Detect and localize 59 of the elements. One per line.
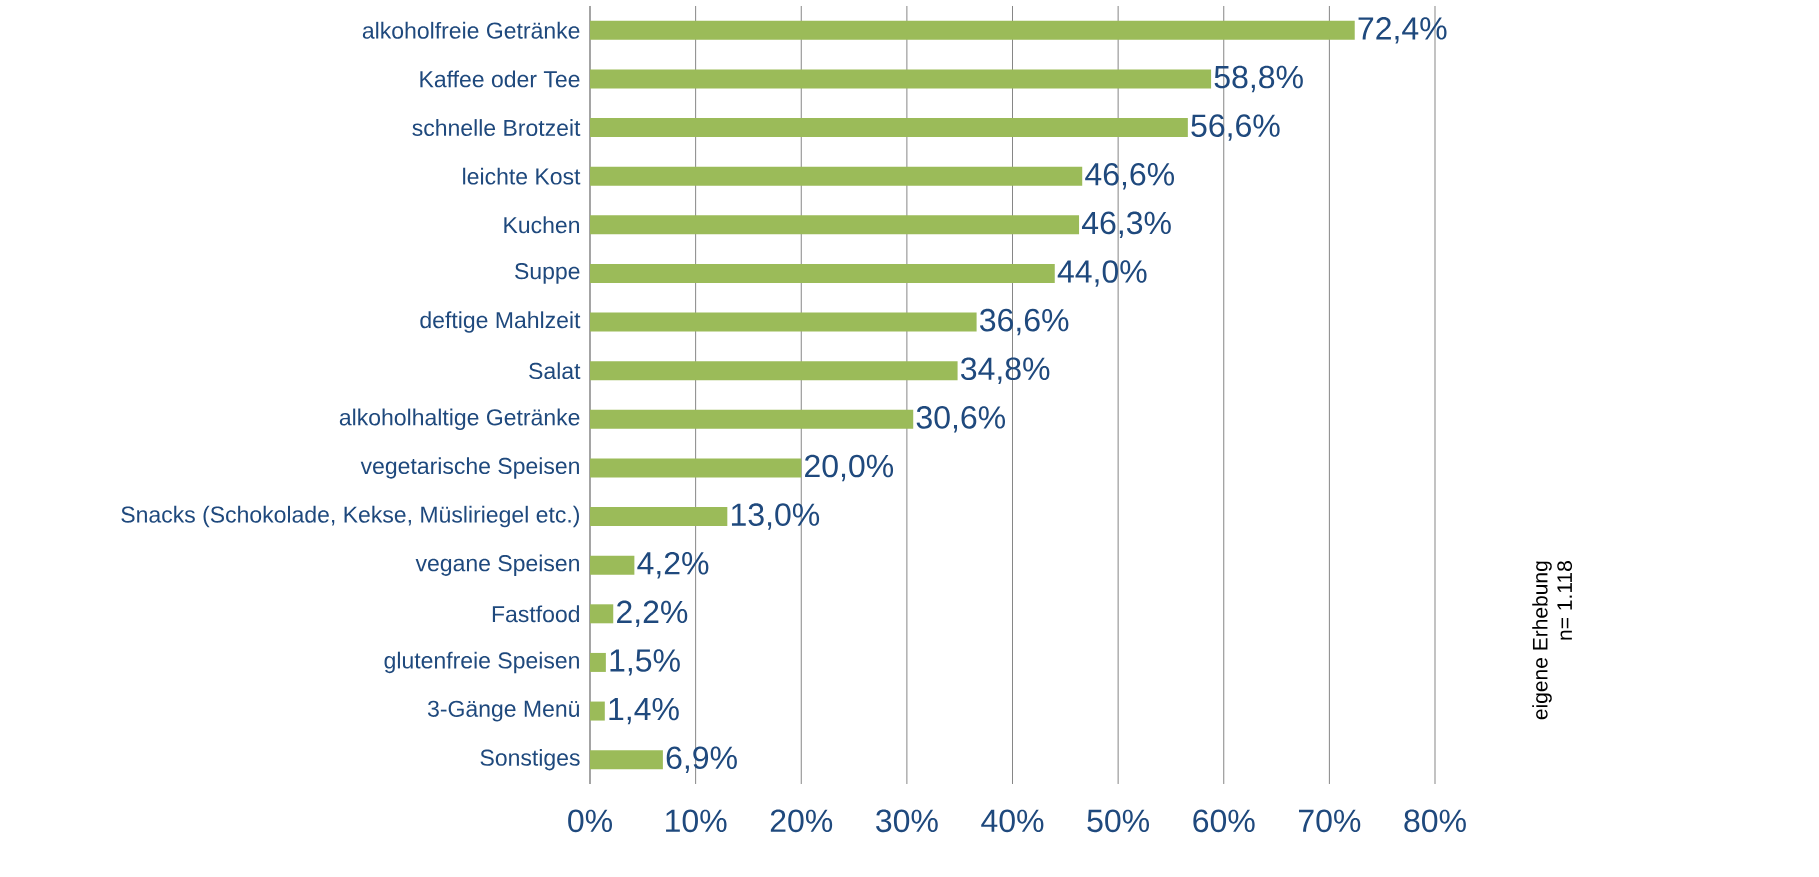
- bar: [590, 118, 1188, 138]
- y-tick-label: Snacks (Schokolade, Kekse, Müsliriegel etc.): [121, 505, 579, 528]
- x-tick-label: 40%: [981, 809, 1044, 833]
- x-tick-label: 70%: [1299, 809, 1361, 833]
- bar: [590, 361, 958, 381]
- bar: [590, 750, 663, 770]
- data-label: 2,2%: [617, 600, 688, 628]
- data-label: 13,0%: [731, 503, 820, 530]
- data-label: 1,5%: [610, 649, 680, 676]
- x-tick-label: 50%: [1087, 809, 1150, 833]
- data-label: 6,9%: [666, 746, 737, 773]
- y-tick-label: Salat: [529, 362, 581, 380]
- y-tick-label: vegetarische Speisen: [360, 457, 579, 479]
- x-tick-label: 80%: [1404, 809, 1466, 833]
- bar: [590, 409, 914, 429]
- data-label: 4,2%: [637, 551, 709, 579]
- y-tick-label: Kaffee oder Tee: [420, 70, 580, 88]
- x-tick-label: 10%: [666, 809, 727, 833]
- data-label: 56,6%: [1191, 114, 1280, 141]
- bar: [590, 215, 1080, 235]
- y-tick-label: alkoholhaltige Getränke: [339, 408, 580, 431]
- bar: [590, 555, 635, 575]
- data-label: 46,3%: [1081, 211, 1171, 239]
- bar: [590, 652, 606, 672]
- y-tick-label: schnelle Brotzeit: [412, 119, 581, 136]
- bar: [590, 69, 1212, 89]
- y-tick-label: glutenfreie Speisen: [384, 651, 579, 674]
- y-tick-label: 3-Gänge Menü: [427, 700, 579, 722]
- bar: [590, 458, 802, 478]
- text: eigene Erhebung: [1532, 561, 1552, 720]
- data-label: 20,0%: [805, 454, 894, 482]
- bar: [590, 604, 614, 624]
- bar: [590, 507, 728, 527]
- y-tick-label: Fastfood: [492, 605, 580, 623]
- bar: [590, 263, 1055, 283]
- y-tick-label: leichte Kost: [463, 167, 581, 185]
- y-tick-label: Kuchen: [504, 216, 579, 234]
- data-label: 58,8%: [1214, 65, 1303, 93]
- bar: [590, 20, 1355, 40]
- data-label: 46,6%: [1085, 162, 1174, 190]
- y-tick-label: deftige Mahlzeit: [420, 311, 581, 333]
- data-label: 34,8%: [961, 357, 1050, 384]
- data-label: 36,6%: [980, 308, 1069, 336]
- data-label: 1,4%: [609, 697, 679, 725]
- y-tick-label: alkoholfreie Getränke: [362, 21, 580, 39]
- data-label: 72,4%: [1358, 17, 1447, 44]
- x-tick-label: 20%: [770, 809, 833, 833]
- y-tick-label: vegane Speisen: [415, 554, 579, 576]
- data-label: 44,0%: [1057, 260, 1147, 287]
- text: n= 1.118: [1557, 561, 1573, 640]
- bar: [590, 701, 605, 721]
- x-tick-label: 60%: [1193, 809, 1255, 833]
- y-tick-label: Sonstiges: [480, 748, 580, 771]
- bar: [590, 312, 977, 332]
- x-tick-label: 30%: [876, 809, 938, 833]
- data-label: 30,6%: [916, 406, 1006, 433]
- y-tick-label: Suppe: [515, 263, 580, 284]
- x-tick-label: 0%: [568, 809, 612, 833]
- bar: [590, 166, 1083, 186]
